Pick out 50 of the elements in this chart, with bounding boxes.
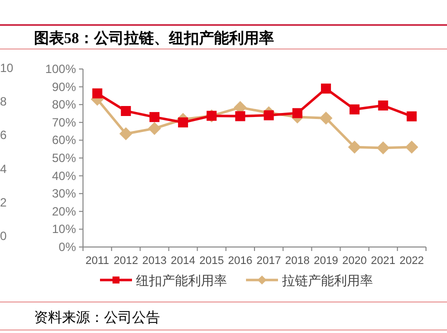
x-tick-label: 2020 (342, 255, 367, 267)
y-tick-label: 70% (52, 115, 76, 130)
y-tick-label: 50% (52, 151, 76, 165)
point (320, 84, 331, 94)
point (319, 112, 332, 125)
x-tick-label: 2019 (314, 255, 338, 267)
x-tick-label: 2018 (285, 255, 310, 267)
point (405, 140, 418, 154)
point (149, 112, 160, 122)
x-tick-label: 2012 (114, 255, 138, 267)
y-tick-label: 10% (52, 222, 76, 236)
point (292, 108, 302, 118)
y-tick-label: 80% (52, 98, 76, 112)
point (376, 141, 390, 154)
y-tick-label: 0% (58, 240, 76, 254)
x-tick-label: 2016 (228, 255, 252, 267)
text: 4 (0, 162, 7, 176)
text: 8 (0, 94, 7, 109)
point (348, 140, 362, 154)
x-tick-label: 2015 (199, 255, 224, 267)
chart-title: 图表58：公司拉链、纽扣产能利用率 (34, 29, 274, 47)
y-tick-label: 100% (45, 62, 76, 76)
y-tick-label: 60% (52, 133, 76, 148)
text: 资料来源：公司公告 (34, 310, 160, 326)
point (235, 111, 246, 122)
text: 10 (0, 61, 14, 75)
legend-label: 纽扣产能利用率 (136, 273, 227, 288)
x-tick-label: 2014 (170, 255, 196, 267)
y-tick-label: 20% (52, 204, 76, 218)
x-tick-label: 2022 (399, 255, 424, 267)
point (92, 88, 102, 98)
point (119, 127, 132, 140)
legend-label: 拉链产能利用率 (282, 273, 373, 288)
text: 0 (0, 229, 7, 243)
x-tick-label: 2017 (256, 255, 282, 267)
point (264, 110, 274, 120)
text: 6 (0, 128, 7, 142)
y-tick-label: 90% (52, 80, 76, 94)
x-tick-label: 2013 (142, 255, 167, 267)
y-tick-label: 40% (52, 168, 76, 183)
point (178, 117, 188, 128)
y-tick-label: 30% (52, 186, 76, 201)
point (148, 122, 161, 135)
x-tick-label: 2011 (85, 255, 110, 267)
point (378, 100, 388, 110)
point (406, 111, 417, 122)
text: 2 (0, 195, 7, 210)
point (350, 104, 360, 114)
point (120, 106, 131, 116)
x-tick-label: 2021 (370, 255, 396, 267)
